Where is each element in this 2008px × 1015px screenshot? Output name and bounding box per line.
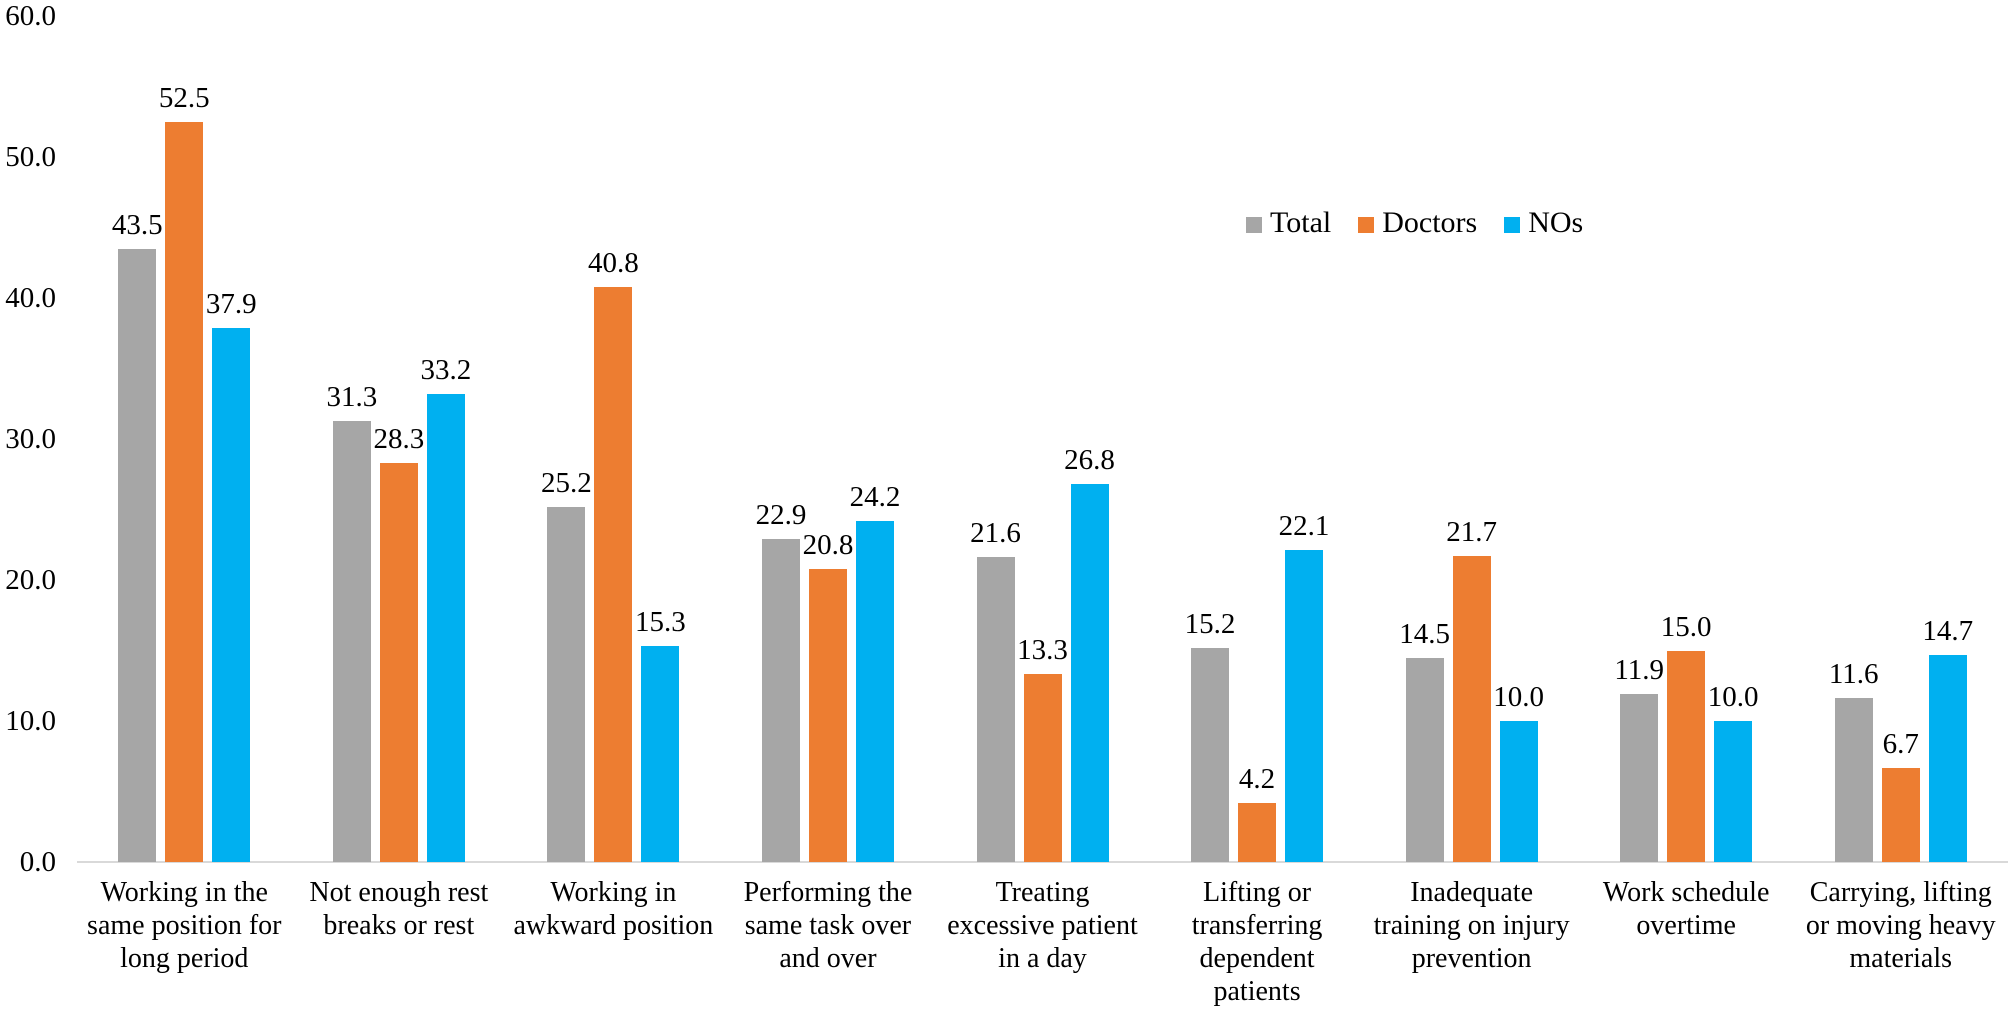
legend-swatch-nos-icon [1504,216,1521,233]
bar-value-label: 24.2 [849,480,901,513]
bar-total-lifting-or-transferring-dependent-patients [1191,647,1230,862]
category-label-working-in-awkward-position: Working in awkward position [513,877,714,941]
category-label-carrying-lifting-or-moving-heavy-materials: Carrying, lifting or moving heavy materi… [1805,877,1996,974]
category-label-work-schedule-overtime: Work schedule overtime [1602,877,1770,941]
legend-item-nos: NOs [1504,206,1583,240]
legend-label-nos: NOs [1528,206,1584,239]
bar-value-label: 33.2 [420,353,472,386]
bar-value-label: 25.2 [541,466,592,499]
bar-total-treating-excessive-patient-in-a-day [976,557,1015,862]
bar-value-label: 37.9 [205,287,257,320]
bar-value-label: 14.7 [1922,614,1974,647]
category-label-working-in-the-same-position-for-long-period: Working in the same position for long pe… [87,877,282,974]
bar-value-label: 21.6 [970,517,1021,550]
bar-doctors-working-in-the-same-position-for-long-period [165,121,204,862]
bar-doctors-carrying-lifting-or-moving-heavy-materials [1881,767,1920,862]
y-axis-tick-label: 50.0 [5,141,56,173]
bar-value-label: 31.3 [326,380,378,413]
bar-value-label: 28.3 [373,422,425,455]
bar-total-inadequate-training-on-injury-prevention [1405,657,1444,862]
bar-value-label: 11.6 [1828,658,1879,691]
bar-value-label: 10.0 [1707,681,1759,713]
bar-value-label: 11.9 [1614,654,1664,687]
bar-value-label: 22.9 [755,499,807,532]
bar-total-working-in-the-same-position-for-long-period [118,248,157,862]
bar-value-label: 52.5 [158,81,210,114]
legend: Total Doctors NOs [1246,206,1583,240]
bar-value-label: 13.3 [1017,634,1068,667]
legend-swatch-total-icon [1246,216,1262,233]
category-label-not-enough-rest-breaks-or-rest: Not enough rest breaks or rest [309,877,489,941]
bar-value-label: 15.0 [1660,610,1712,643]
bar-value-label: 14.5 [1399,617,1450,650]
y-axis-tick-label: 0.0 [19,846,56,878]
bar-total-not-enough-rest-breaks-or-rest [332,420,371,862]
bar-doctors-not-enough-rest-breaks-or-rest [379,462,418,862]
legend-label-doctors: Doctors [1382,206,1478,239]
bar-nos-inadequate-training-on-injury-prevention [1499,721,1538,862]
y-axis-tick-label: 10.0 [5,705,56,737]
bar-value-label: 6.7 [1882,727,1919,760]
bar-total-working-in-awkward-position [547,506,586,862]
bar-value-label: 10.0 [1493,681,1544,713]
bar-doctors-lifting-or-transferring-dependent-patients [1238,802,1277,862]
bar-total-carrying-lifting-or-moving-heavy-materials [1834,698,1873,862]
bar-value-label: 40.8 [588,246,639,279]
y-axis-tick-label: 20.0 [5,564,56,596]
y-axis-tick-label: 60.0 [5,0,56,32]
bar-value-label: 4.2 [1238,762,1276,795]
legend-item-doctors: Doctors [1358,206,1477,240]
bar-value-label: 20.8 [802,528,854,561]
x-axis-line [77,861,2008,863]
bar-doctors-performing-the-same-task-over-and-over [808,568,847,862]
category-label-lifting-or-transferring-dependent-patients: Lifting or transferring dependent patien… [1191,877,1323,1007]
bar-total-performing-the-same-task-over-and-over [761,539,800,862]
bar-value-label: 22.1 [1278,510,1330,543]
bar-value-label: 26.8 [1064,444,1115,477]
category-label-performing-the-same-task-over-and-over: Performing the same task over and over [743,877,913,974]
bar-doctors-treating-excessive-patient-in-a-day [1023,674,1062,862]
category-label-inadequate-training-on-injury-prevention: Inadequate training on injury prevention [1373,877,1570,974]
bar-doctors-working-in-awkward-position [594,286,633,862]
y-axis-tick-label: 40.0 [5,282,56,314]
bar-nos-treating-excessive-patient-in-a-day [1070,484,1109,862]
bar-doctors-inadequate-training-on-injury-prevention [1452,556,1491,862]
legend-swatch-doctors-icon [1358,216,1375,233]
bar-total-work-schedule-overtime [1620,694,1659,862]
bar-value-label: 15.3 [635,606,686,639]
legend-item-total: Total [1246,206,1331,240]
bar-nos-lifting-or-transferring-dependent-patients [1285,550,1324,862]
category-label-treating-excessive-patient-in-a-day: Treating excessive patient in a day [947,877,1138,974]
y-axis-tick-label: 30.0 [5,423,56,455]
bar-nos-not-enough-rest-breaks-or-rest [426,393,465,862]
bar-nos-working-in-the-same-position-for-long-period [212,327,251,862]
bar-nos-carrying-lifting-or-moving-heavy-materials [1928,654,1967,862]
bar-nos-work-schedule-overtime [1714,721,1753,862]
bar-value-label: 43.5 [111,208,163,241]
bar-value-label: 21.7 [1446,516,1497,549]
bar-doctors-work-schedule-overtime [1667,650,1706,862]
legend-label-total: Total [1270,206,1332,239]
bar-nos-working-in-awkward-position [641,646,680,862]
bar-value-label: 15.2 [1184,607,1236,640]
bar-nos-performing-the-same-task-over-and-over [855,520,894,862]
